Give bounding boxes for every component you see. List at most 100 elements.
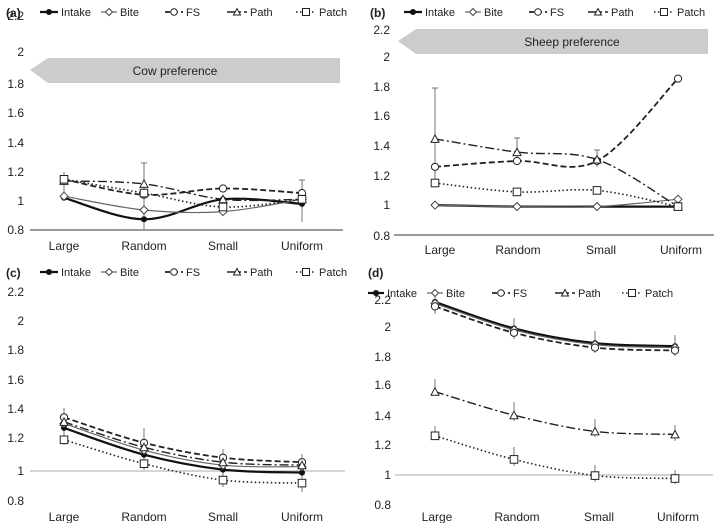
point-patch-uniform-d [670, 474, 680, 483]
point-patch-uniform-b [673, 202, 683, 211]
x-tick-a-small: Small [208, 239, 238, 253]
legend-intake-marker-d [373, 290, 379, 296]
point-fs-large-b [430, 162, 440, 171]
point-path-small-b [592, 154, 602, 164]
point-patch-large-a [59, 175, 69, 184]
point-patch-large-b [430, 178, 440, 188]
legend-intake-b: Intake [425, 7, 455, 19]
x-tick-d-large: Large [422, 510, 453, 523]
panel-d: (d) Intake Bite FS Path Patch 2.2 2 1.8 … [368, 266, 713, 524]
panel-c-x-axis: Large Random Small Uniform [49, 510, 323, 524]
point-fs-uniform-b [673, 74, 683, 83]
panel-b-label: (b) [370, 6, 385, 20]
panel-a-x-axis: Large Random Small Uniform [49, 239, 323, 253]
legend-fs-a: FS [186, 7, 200, 19]
y-tick-b-2: 2 [383, 50, 390, 64]
point-intake-uniform-c [299, 469, 305, 476]
y-tick-b-2.2: 2.2 [373, 23, 390, 37]
legend-bite-marker-b [468, 7, 478, 17]
y-tick-d-0.8: 0.8 [374, 498, 391, 512]
point-patch-random-d [509, 455, 519, 464]
y-tick-b-1.6: 1.6 [373, 109, 390, 123]
series-line-bite-d [434, 302, 676, 349]
y-tick-b-0.8: 0.8 [373, 229, 390, 243]
point-patch-small-b [592, 186, 602, 195]
y-tick-c-1.2: 1.2 [7, 431, 24, 445]
legend-path-b: Path [611, 7, 634, 19]
point-fs-small-a [218, 184, 228, 193]
series-line-path-b [434, 138, 679, 208]
point-patch-random-c [139, 459, 149, 468]
point-patch-small-a [218, 202, 228, 212]
y-tick-d-1.8: 1.8 [374, 350, 391, 364]
point-bite-small-b [592, 201, 602, 212]
legend-patch-marker-c [302, 268, 310, 276]
panel-d-errorbars [434, 297, 676, 484]
panel-b-legend: Intake Bite FS Path Patch [404, 7, 705, 19]
legend-patch-a: Patch [319, 7, 347, 19]
series-line-intake-d [434, 300, 676, 348]
panel-a: (a) Intake Bite FS Path Patch 2.2 2 1.8 … [6, 6, 347, 253]
series-line-fs-b [434, 77, 679, 168]
panel-c-legend: Intake Bite FS Path Patch [40, 267, 347, 279]
point-bite-random-a [139, 205, 149, 215]
y-tick-a-1.6: 1.6 [7, 106, 24, 120]
y-tick-a-1: 1 [17, 194, 24, 208]
point-patch-uniform-c [297, 478, 307, 488]
panel-c-plot [59, 413, 307, 488]
series-line-patch-d [434, 435, 676, 480]
series-line-bite-c [63, 422, 303, 468]
y-tick-d-2.2: 2.2 [374, 293, 391, 307]
point-patch-large-c [59, 435, 69, 445]
y-tick-c-2: 2 [17, 314, 24, 328]
legend-path-c: Path [250, 267, 273, 279]
x-tick-a-random: Random [121, 239, 166, 253]
y-tick-b-1.2: 1.2 [373, 169, 390, 183]
point-bite-large-a [59, 191, 69, 201]
legend-intake-marker-b [410, 9, 416, 15]
sheep-preference-label: Sheep preference [524, 35, 620, 49]
legend-path-marker-a [232, 7, 242, 16]
point-patch-random-a [139, 188, 149, 198]
series-line-intake-c [63, 426, 303, 474]
legend-bite-c: Bite [120, 267, 139, 279]
panel-b-errorbars [432, 87, 600, 182]
y-tick-c-2.2: 2.2 [7, 285, 24, 299]
x-tick-d-small: Small [584, 510, 614, 523]
legend-patch-marker-a [302, 8, 310, 16]
legend-fs-marker-d [497, 289, 505, 297]
panel-d-plot [430, 298, 680, 483]
panel-a-errorbars [63, 162, 305, 229]
legend-path-a: Path [250, 7, 273, 19]
point-path-random-d [509, 410, 519, 420]
y-tick-a-1.4: 1.4 [7, 136, 24, 150]
x-tick-b-random: Random [495, 243, 540, 257]
legend-fs-marker-c [170, 268, 178, 276]
y-tick-d-1.4: 1.4 [374, 409, 391, 423]
point-path-random-a [139, 178, 149, 188]
point-fs-random-b [512, 156, 522, 166]
point-bite-random-b [512, 201, 522, 212]
point-bite-large-b [430, 200, 440, 210]
panel-d-legend: Intake Bite FS Path Patch [368, 288, 673, 300]
point-path-large-d [430, 386, 440, 396]
sheep-preference-arrow [398, 29, 708, 54]
legend-bite-marker-a [104, 7, 114, 17]
point-path-random-c [139, 442, 149, 452]
panel-c-errorbars [63, 408, 303, 492]
point-path-small-c [218, 457, 228, 467]
y-tick-c-1.8: 1.8 [7, 343, 24, 357]
series-line-path-a [63, 180, 303, 202]
x-tick-c-uniform: Uniform [281, 510, 323, 523]
panel-b-y-axis: 2.2 2 1.8 1.6 1.4 1.2 1 0.8 [373, 23, 390, 243]
legend-fs-marker-b [534, 8, 542, 16]
series-line-patch-a [63, 178, 303, 208]
point-intake-random-a [141, 216, 147, 223]
legend-path-marker-d [560, 288, 570, 297]
point-path-large-c [59, 416, 69, 426]
legend-path-d: Path [578, 288, 601, 300]
legend-fs-b: FS [550, 7, 564, 19]
panel-b-x-axis: Large Random Small Uniform [425, 243, 702, 257]
point-fs-large-d [430, 302, 440, 311]
y-tick-d-1: 1 [384, 468, 391, 482]
